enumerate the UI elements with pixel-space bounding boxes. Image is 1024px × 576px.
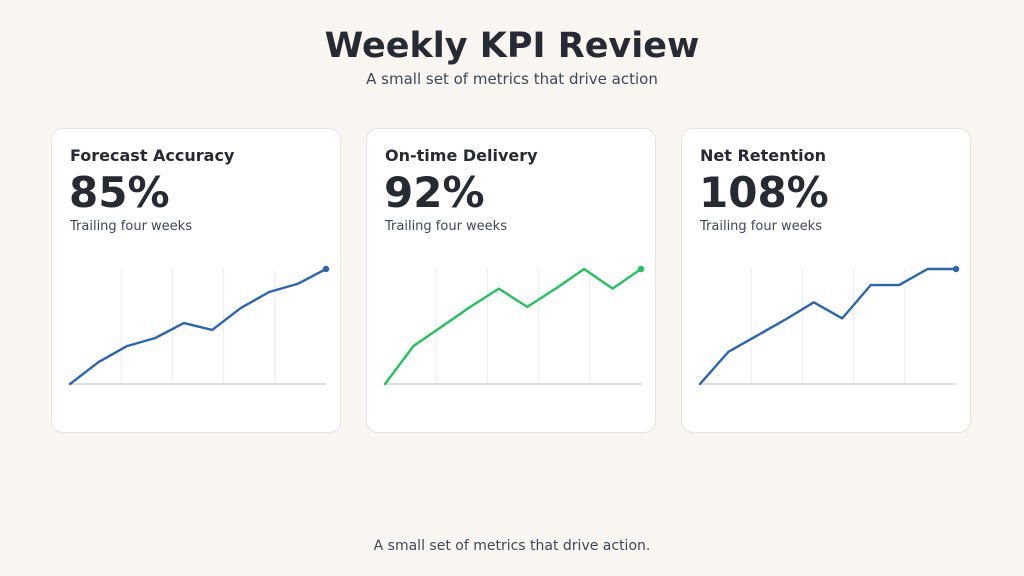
kpi-card-title: On-time Delivery: [385, 146, 538, 165]
page-subtitle: A small set of metrics that drive action: [366, 70, 658, 88]
series-line: [698, 267, 958, 386]
kpi-card-title: Forecast Accuracy: [70, 146, 235, 165]
kpi-card-note: Trailing four weeks: [70, 219, 192, 234]
sparkline-chart: [383, 265, 645, 386]
kpi-card-net-retention: Net Retention 108% Trailing four weeks: [681, 128, 971, 433]
kpi-card-note: Trailing four weeks: [700, 219, 822, 234]
kpi-card-value: 108%: [699, 168, 829, 217]
series-line: [383, 267, 643, 386]
page-title: Weekly KPI Review: [324, 26, 700, 66]
kpi-card-on-time-delivery: On-time Delivery 92% Trailing four weeks: [366, 128, 656, 433]
sparkline-chart: [698, 265, 960, 386]
last-point-marker: [637, 265, 645, 273]
sparkline-chart: [68, 265, 330, 386]
last-point-marker: [322, 265, 330, 273]
kpi-card-value: 92%: [384, 168, 485, 217]
kpi-card-value: 85%: [69, 168, 170, 217]
kpi-card-note: Trailing four weeks: [385, 219, 507, 234]
series-line: [68, 267, 328, 386]
kpi-card-title: Net Retention: [700, 146, 827, 165]
last-point-marker: [952, 265, 960, 273]
footer-caption: A small set of metrics that drive action…: [373, 538, 651, 554]
kpi-card-forecast-accuracy: Forecast Accuracy 85% Trailing four week…: [51, 128, 341, 433]
